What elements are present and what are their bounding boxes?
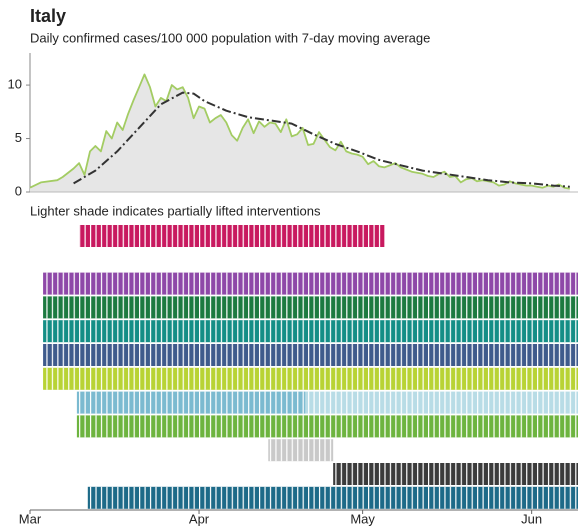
x-tick-label: Jun [521,511,542,526]
x-tick-label: Apr [189,511,210,526]
day-stripes [43,344,578,366]
y-tick-label: 10 [8,77,22,92]
day-stripes [333,463,578,485]
y-tick-label: 5 [15,130,22,145]
x-tick-label: Mar [19,511,42,526]
day-stripes [76,415,578,438]
day-stripes [305,391,578,414]
day-stripes [43,320,578,343]
day-stripes [268,439,334,462]
day-stripes [79,225,385,247]
x-tick-label: May [350,511,375,526]
series-line [73,91,570,188]
area [30,74,570,192]
chart-title: Italy [30,6,66,26]
chart-subtitle: Daily confirmed cases/100 000 population… [30,30,430,45]
day-stripes [87,486,578,509]
day-stripes [76,391,306,414]
y-tick-label: 0 [15,183,22,198]
annotation: Lighter shade indicates partially lifted… [30,203,321,218]
day-stripes [43,272,578,295]
day-stripes [43,296,578,319]
day-stripes [43,367,578,390]
